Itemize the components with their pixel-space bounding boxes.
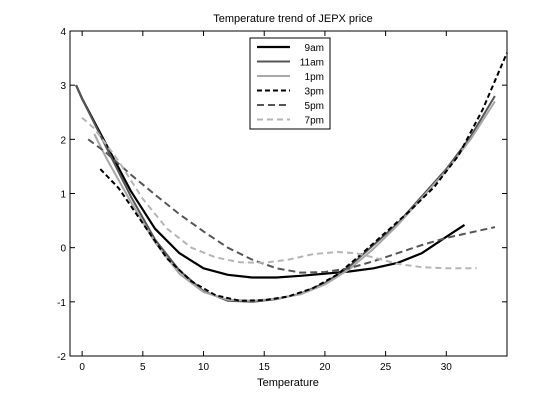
y-tick-label: -1 — [57, 298, 66, 309]
y-tick-label: 3 — [60, 81, 66, 92]
x-tick-label: 0 — [79, 362, 85, 373]
x-tick-label: 10 — [198, 362, 210, 373]
legend: 9am 11am 1pm 3pm 5pm 7pm — [250, 38, 330, 129]
x-tick-label: 5 — [140, 362, 146, 373]
y-tick-label: 0 — [60, 244, 66, 255]
chart-title: Temperature trend of JEPX price — [213, 13, 373, 25]
x-tick-label: 15 — [259, 362, 271, 373]
y-tick-label: -2 — [57, 352, 66, 363]
legend-label: 5pm — [305, 101, 324, 112]
legend-label: 1pm — [305, 72, 324, 83]
y-tick-label: 4 — [60, 27, 66, 38]
legend-label: 9am — [305, 43, 324, 54]
y-tick-label: 2 — [60, 135, 66, 146]
y-tick-label: 1 — [60, 190, 66, 201]
x-tick-label: 30 — [441, 362, 453, 373]
legend-label: 11am — [300, 58, 324, 69]
x-axis-label: Temperature — [257, 377, 319, 389]
legend-label: 7pm — [305, 116, 324, 127]
x-tick-label: 20 — [319, 362, 331, 373]
x-tick-label: 25 — [380, 362, 392, 373]
legend-label: 3pm — [305, 87, 324, 98]
